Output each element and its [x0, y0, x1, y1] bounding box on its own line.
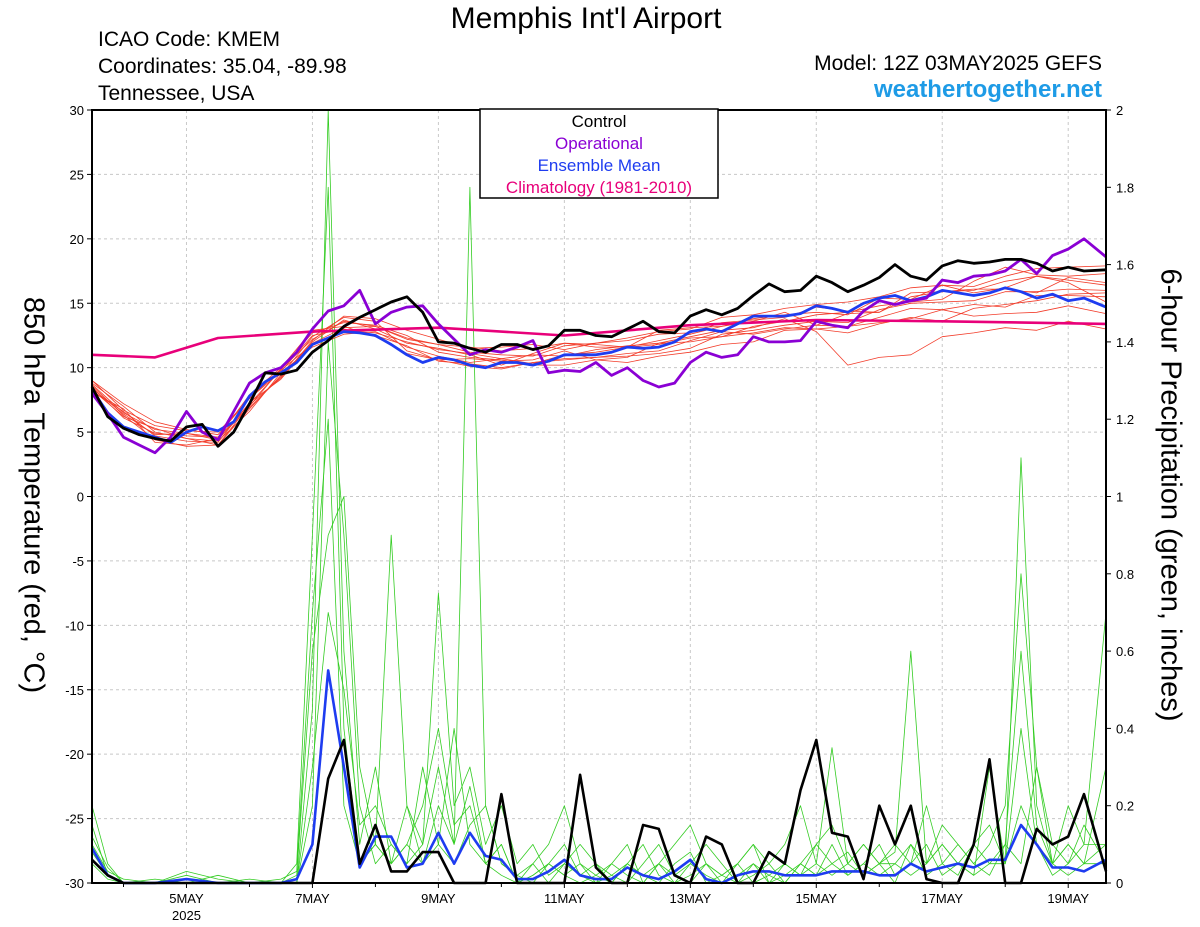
- precip-member-line: [91, 612, 1106, 884]
- temp-ensemble-mean-line: [90, 286, 1107, 444]
- precip-ensemble-mean-line: [90, 669, 1107, 885]
- right-tick-label: 1.4: [1116, 335, 1134, 350]
- precip-member-line: [91, 341, 1106, 884]
- right-tick-label: 0.2: [1116, 799, 1134, 814]
- left-tick-label: 0: [77, 490, 84, 505]
- right-tick-label: 1.2: [1116, 412, 1134, 427]
- left-tick-label: 15: [70, 296, 84, 311]
- temp-member-line: [91, 265, 1107, 446]
- temp-member-line: [91, 266, 1107, 441]
- temp-member-line: [91, 275, 1107, 443]
- temp-climatology-line: [91, 318, 1107, 359]
- left-tick-label: 10: [70, 361, 84, 376]
- legend: Control Operational Ensemble Mean Climatolo…: [479, 108, 719, 199]
- site-link[interactable]: weathertogether.net: [873, 76, 1102, 103]
- precip-member-line: [91, 418, 1107, 884]
- x-tick-label: 9MAY: [421, 891, 456, 906]
- temp-member-line: [91, 318, 1107, 442]
- x-tick-year: 2025: [172, 908, 201, 923]
- right-tick-label: 0.6: [1116, 644, 1134, 659]
- right-tick-label: 1.8: [1116, 180, 1134, 195]
- left-tick-label: -20: [65, 747, 84, 762]
- right-tick-label: 0.8: [1116, 567, 1134, 582]
- chart-title: Memphis Int'l Airport: [450, 2, 722, 35]
- x-tick-label: 7MAY: [295, 891, 330, 906]
- model-run: Model: 12Z 03MAY2025 GEFS: [814, 52, 1102, 75]
- left-tick-label: 5: [77, 425, 84, 440]
- legend-entry: Climatology (1981-2010): [506, 178, 692, 197]
- right-tick-label: 1: [1116, 490, 1123, 505]
- grid: [92, 109, 1106, 884]
- x-tick-label: 15MAY: [795, 891, 837, 906]
- legend-entry: Control: [572, 112, 627, 131]
- x-tick-label: 17MAY: [921, 891, 963, 906]
- right-tick-label: 0.4: [1116, 721, 1134, 736]
- right-tick-label: 2: [1116, 103, 1123, 118]
- right-tick-label: 1.6: [1116, 258, 1134, 273]
- legend-entry: Ensemble Mean: [538, 156, 661, 175]
- left-tick-label: -30: [65, 876, 84, 891]
- temp-operational-line: [90, 237, 1107, 455]
- left-tick-label: -10: [65, 618, 84, 633]
- temp-member-line: [91, 305, 1107, 433]
- temp-member-line: [91, 277, 1107, 446]
- temp-control-line: [90, 258, 1107, 448]
- legend-entry: Operational: [555, 134, 643, 153]
- left-axis: 30 25 20 15 10 5 0 -5 -10 -15 -20 -25 -30: [65, 103, 92, 891]
- left-tick-label: -15: [65, 683, 84, 698]
- legend-box: [479, 108, 719, 199]
- left-tick-label: 30: [70, 103, 84, 118]
- precip-member-line: [91, 496, 1107, 884]
- left-tick-label: 20: [70, 232, 84, 247]
- coordinates: Coordinates: 35.04, -89.98: [98, 55, 347, 78]
- precip-member-line: [91, 109, 1107, 884]
- icao-code: ICAO Code: KMEM: [98, 28, 281, 51]
- x-tick-label: 11MAY: [544, 891, 585, 906]
- left-tick-label: -5: [72, 554, 84, 569]
- right-axis: 2 1.8 1.6 1.4 1.2 1 0.8 0.6 0.4 0.2 0: [1106, 103, 1134, 891]
- x-axis: 5MAY 2025 7MAY 9MAY 11MAY 13MAY 15MAY 17MAY 19MA…: [122, 883, 1089, 923]
- right-tick-label: 0: [1116, 876, 1123, 891]
- x-tick-label: 19MAY: [1047, 891, 1089, 906]
- x-tick-label: 5MAY: [169, 891, 204, 906]
- x-tick-label: 13MAY: [669, 891, 711, 906]
- station-info: ICAO Code: KMEM Coordinates: 35.04, -89.…: [98, 26, 347, 107]
- precip-control-line: [91, 738, 1108, 885]
- left-tick-label: -25: [65, 812, 84, 827]
- region: Tennessee, USA: [98, 82, 255, 105]
- left-tick-label: 25: [70, 167, 84, 182]
